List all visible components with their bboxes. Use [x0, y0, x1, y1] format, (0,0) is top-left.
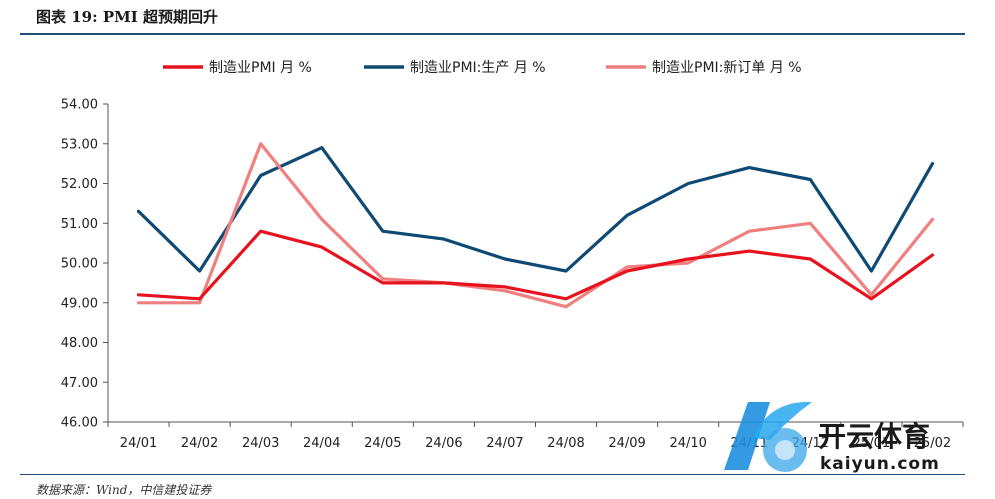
- x-tick-label: 24/06: [425, 436, 462, 451]
- watermark-subtitle: kaiyun.com: [820, 454, 940, 474]
- legend-label: 制造业PMI 月 %: [209, 60, 312, 76]
- y-tick-label: 49.00: [61, 296, 98, 311]
- series-line: [136, 146, 935, 273]
- source-note: 数据来源：Wind，中信建投证券: [36, 483, 212, 497]
- series-line: [136, 229, 935, 301]
- watermark-title: 开云体育: [818, 420, 930, 453]
- legend-label: 制造业PMI:新订单 月 %: [652, 60, 802, 76]
- y-tick-label: 48.00: [61, 336, 98, 351]
- series-lines: [136, 142, 935, 309]
- watermark-logo: [724, 401, 812, 472]
- logo-k-stem: [724, 402, 770, 470]
- x-tick-label: 24/10: [669, 436, 706, 451]
- logo-ball-core: [775, 440, 795, 460]
- x-tick-label: 24/04: [303, 436, 340, 451]
- x-tick-label: 24/07: [486, 436, 523, 451]
- top-rule: [20, 33, 965, 35]
- logo-k-arm: [752, 401, 812, 440]
- x-tick-label: 24/08: [547, 436, 584, 451]
- figure-title: 图表 19: PMI 超预期回升: [36, 8, 218, 26]
- y-tick-label: 54.00: [61, 98, 98, 113]
- legend-label: 制造业PMI:生产 月 %: [410, 60, 546, 76]
- axes: 46.00 47.00 48.00 49.00 50.00 51.00 52.00 53.00…: [61, 98, 964, 451]
- series-line: [136, 142, 935, 309]
- x-tick-label: 24/02: [181, 436, 218, 451]
- x-tick-label: 25/02: [914, 436, 951, 451]
- y-tick-label: 51.00: [61, 217, 98, 232]
- y-tick-label: 47.00: [61, 376, 98, 391]
- x-tick-label: 24/09: [608, 436, 645, 451]
- y-tick-label: 50.00: [61, 257, 98, 272]
- x-tick-label: 24/03: [242, 436, 279, 451]
- x-tick-label: 25/01: [853, 436, 890, 451]
- y-tick-label: 46.00: [61, 416, 98, 431]
- legend: 制造业PMI 月 % 制造业PMI:生产 月 % 制造业PMI:新订单 月 %: [163, 60, 802, 76]
- bottom-rule: [20, 474, 965, 475]
- x-tick-label: 24/01: [120, 436, 157, 451]
- y-tick-label: 53.00: [61, 137, 98, 152]
- x-tick-label: 24/05: [364, 436, 401, 451]
- y-tick-label: 52.00: [61, 177, 98, 192]
